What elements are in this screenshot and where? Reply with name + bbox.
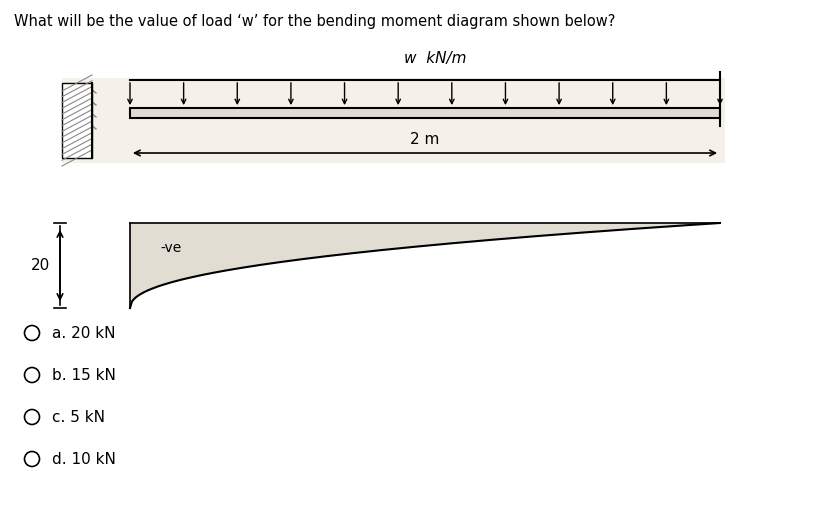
Text: -ve: -ve [160,241,181,255]
Text: c. 5 kN: c. 5 kN [52,410,105,425]
Text: 20: 20 [31,258,50,273]
Polygon shape [130,223,719,308]
Bar [130,108,719,118]
Text: a. 20 kN: a. 20 kN [52,325,115,341]
Text: 2 m: 2 m [410,132,439,147]
Bar [62,83,92,158]
Text: b. 15 kN: b. 15 kN [52,367,116,382]
Text: w  kN/m: w kN/m [404,51,466,66]
Text: d. 10 kN: d. 10 kN [52,451,116,467]
Text: What will be the value of load ‘w’ for the bending moment diagram shown below?: What will be the value of load ‘w’ for t… [14,14,614,29]
Bar [62,78,724,163]
